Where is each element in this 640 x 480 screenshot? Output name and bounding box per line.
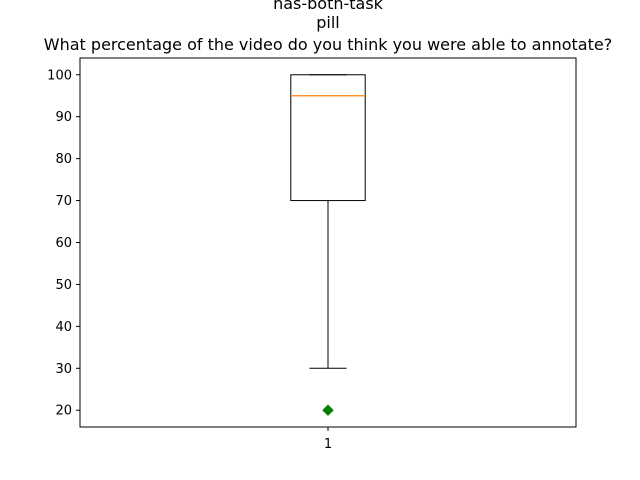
- y-tick-label: 90: [55, 110, 72, 125]
- title-line-1: has-both-task: [273, 0, 384, 13]
- y-tick-label: 40: [55, 320, 72, 335]
- y-tick-label: 30: [55, 362, 72, 377]
- chart-title: has-both-task pill What percentage of th…: [44, 0, 612, 54]
- title-line-3: What percentage of the video do you thin…: [44, 35, 612, 54]
- plot-frame: [79, 57, 577, 428]
- y-tick-label: 50: [55, 278, 72, 293]
- y-tick-label: 100: [47, 68, 72, 83]
- y-tick-label: 80: [55, 152, 72, 167]
- plot-layer: 20 30 40 50 60 70 80 90 100 1: [47, 68, 366, 452]
- y-tick-label: 20: [55, 404, 72, 419]
- outlier-point: [322, 404, 334, 416]
- y-tick-label: 60: [55, 236, 72, 251]
- y-tick-label: 70: [55, 194, 72, 209]
- iqr-box: [290, 74, 366, 202]
- title-line-2: pill: [316, 13, 340, 32]
- x-tick-label: 1: [324, 437, 332, 452]
